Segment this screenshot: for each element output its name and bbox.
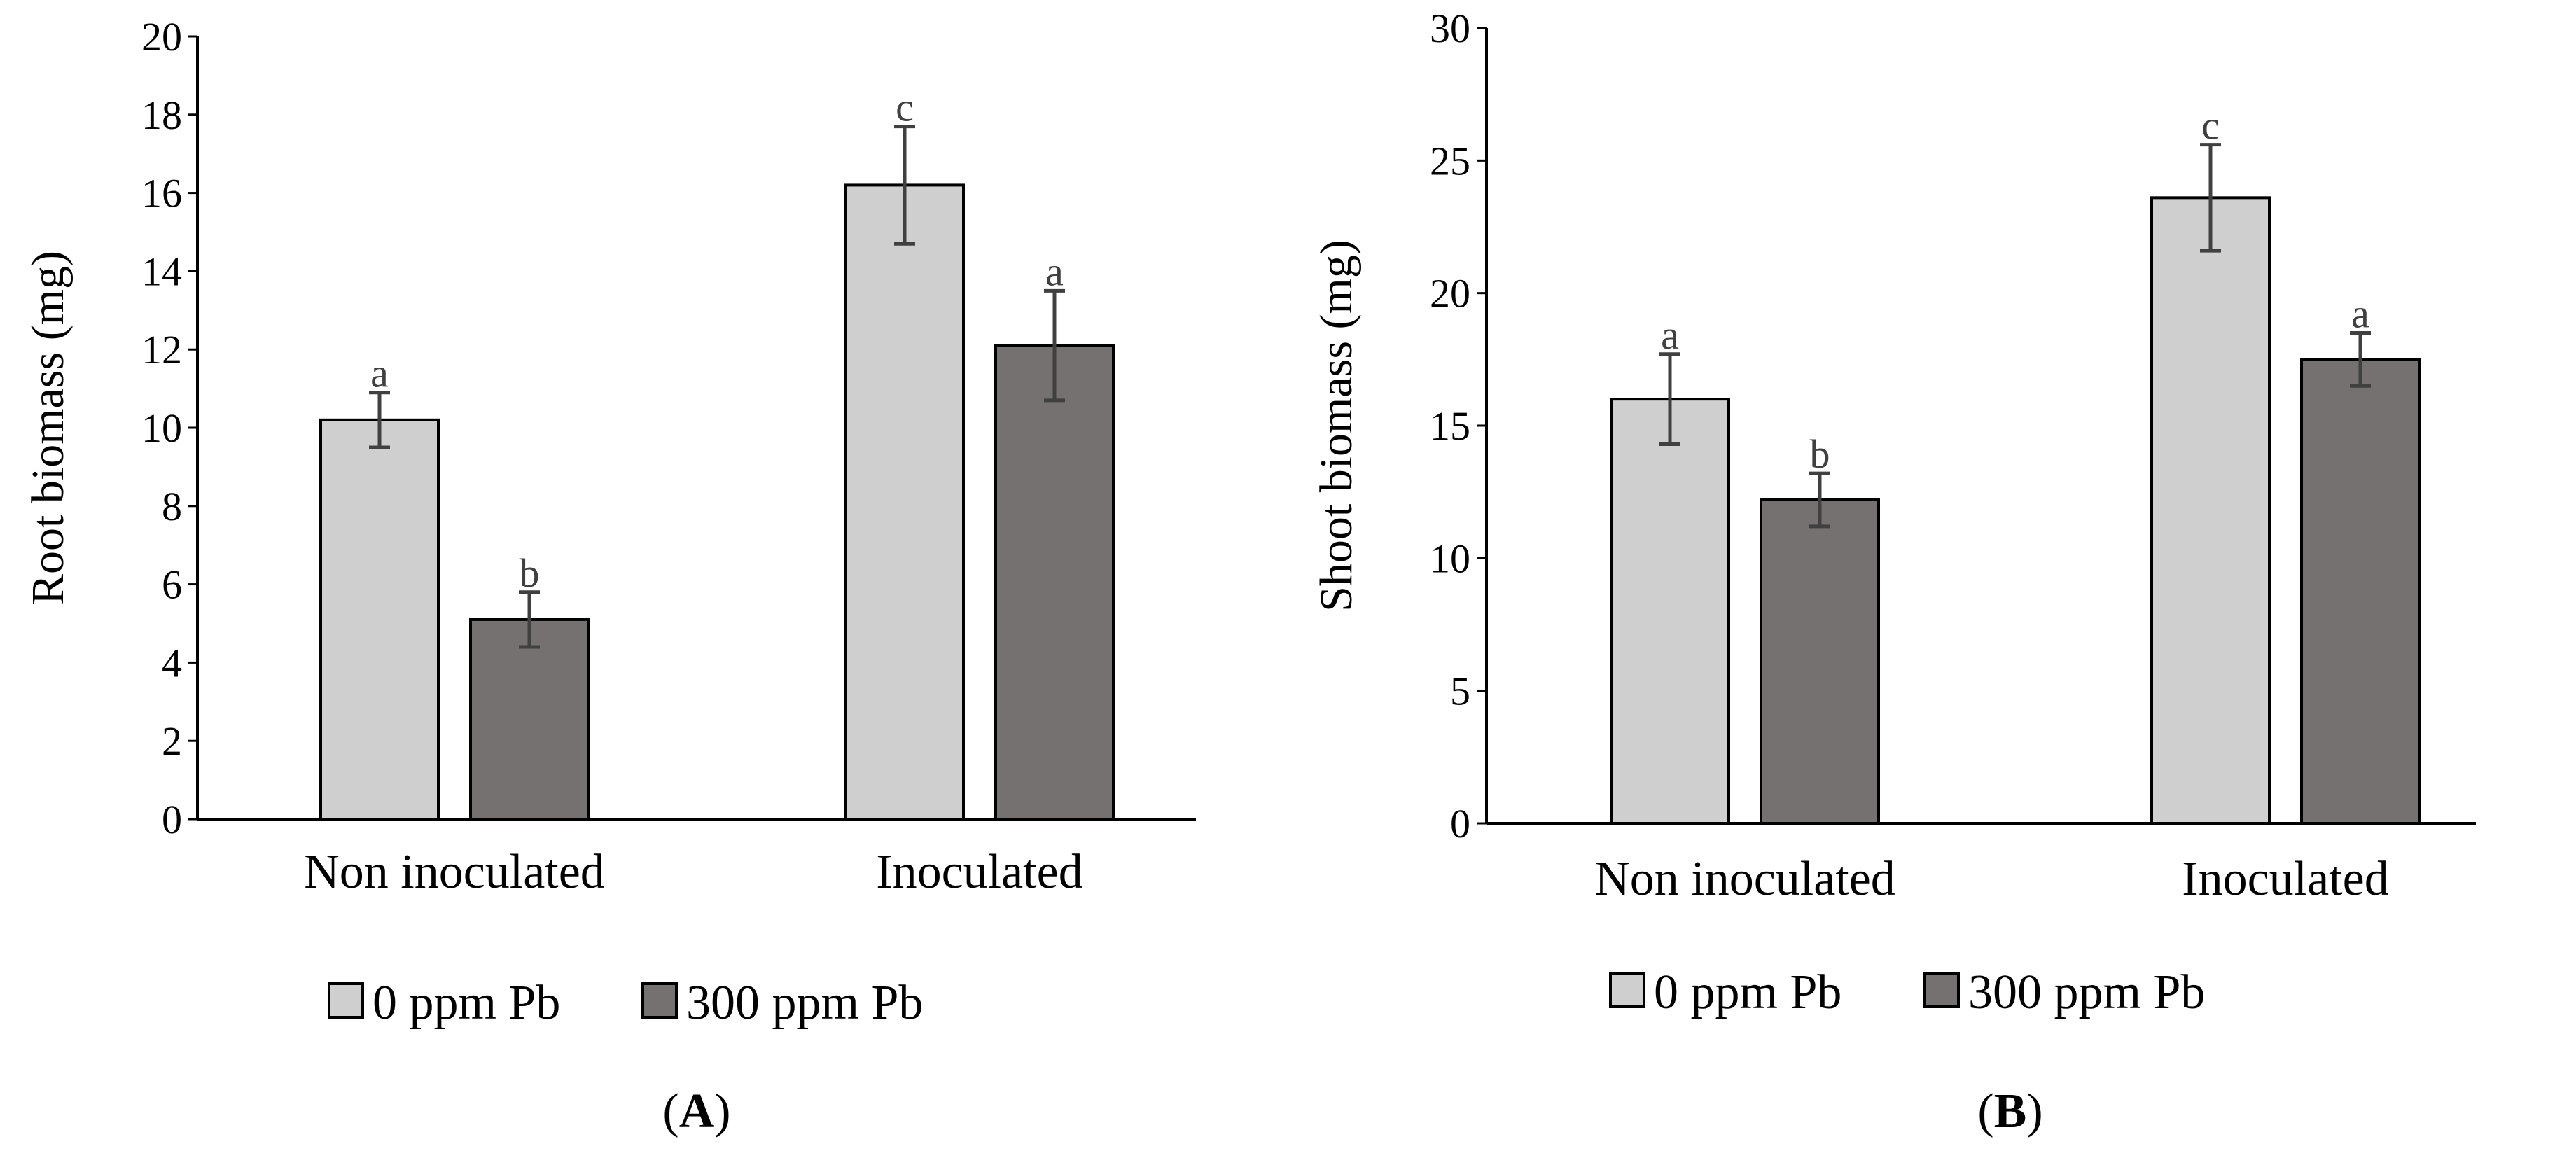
bar [994, 344, 1115, 821]
legend-swatch [328, 982, 364, 1019]
y-tick-label: 10 [1430, 536, 1470, 581]
bar [844, 183, 965, 821]
significance-letter: a [2351, 291, 2369, 336]
x-category-label: Non inoculated [1594, 852, 1895, 906]
y-axis-label: Shoot biomass (mg) [1311, 239, 1362, 612]
significance-letter: c [2201, 103, 2220, 148]
significance-letter: a [370, 351, 389, 396]
panel-label-close-paren: ) [2026, 1084, 2042, 1138]
legend-swatch [1609, 972, 1645, 1008]
y-tick-label: 16 [141, 171, 182, 216]
bar [319, 418, 440, 821]
legend-swatch [641, 982, 678, 1019]
y-tick-label: 25 [1430, 138, 1470, 183]
panel-label-close-paren: ) [714, 1084, 730, 1138]
bar [1760, 498, 1880, 825]
panel-label-letter: A [679, 1084, 715, 1138]
y-tick-label: 20 [141, 14, 182, 60]
significance-letter: b [1810, 431, 1830, 477]
panel-label: (B) [1977, 1084, 2042, 1138]
y-tick-label: 5 [1450, 669, 1470, 714]
y-tick-label: 2 [162, 718, 182, 764]
y-tick-label: 6 [162, 562, 182, 608]
panel-label: (A) [662, 1084, 730, 1138]
y-tick-label: 8 [162, 484, 182, 529]
legend-label: 300 ppm Pb [686, 976, 923, 1030]
y-tick-label: 15 [1430, 403, 1470, 449]
bar [2300, 358, 2421, 825]
panel-label-open-paren: ( [662, 1084, 678, 1138]
significance-letter: c [896, 85, 914, 130]
significance-letter: b [520, 550, 540, 596]
legend-label: 0 ppm Pb [373, 976, 560, 1030]
y-tick-label: 14 [141, 249, 182, 294]
y-tick-label: 0 [1450, 801, 1470, 846]
y-tick-label: 12 [141, 327, 182, 372]
y-tick-label: 20 [1430, 271, 1470, 316]
legend-swatch [1923, 972, 1960, 1008]
y-tick-label: 0 [162, 797, 182, 842]
legend-label: 300 ppm Pb [1968, 965, 2205, 1019]
y-tick-label: 30 [1430, 6, 1470, 51]
panel-label-letter: B [1994, 1084, 2027, 1138]
x-category-label: Inoculated [2182, 852, 2388, 906]
chart-panel-a: 0 2 4 6 8 10 12 14 16 18 20 Root biomass (mg) a c b a No… [22, 14, 1196, 1138]
significance-letter: a [1661, 312, 1679, 358]
x-category-label: Inoculated [876, 845, 1082, 899]
bar [1610, 398, 1730, 825]
legend-label: 0 ppm Pb [1654, 965, 1842, 1019]
x-category-label: Non inoculated [304, 845, 605, 899]
y-axis-label: Root biomass (mg) [22, 251, 74, 605]
y-tick-label: 10 [141, 405, 182, 451]
y-tick-label: 4 [162, 640, 182, 685]
y-tick-label: 18 [141, 92, 182, 138]
bar [469, 618, 590, 821]
significance-letter: a [1045, 249, 1064, 294]
panel-label-open-paren: ( [1977, 1084, 1993, 1138]
chart-panel-b: 0 5 10 15 20 25 30 Shoot biomass (mg) a c b a Non in… [1311, 6, 2476, 1138]
bar [2150, 196, 2271, 825]
